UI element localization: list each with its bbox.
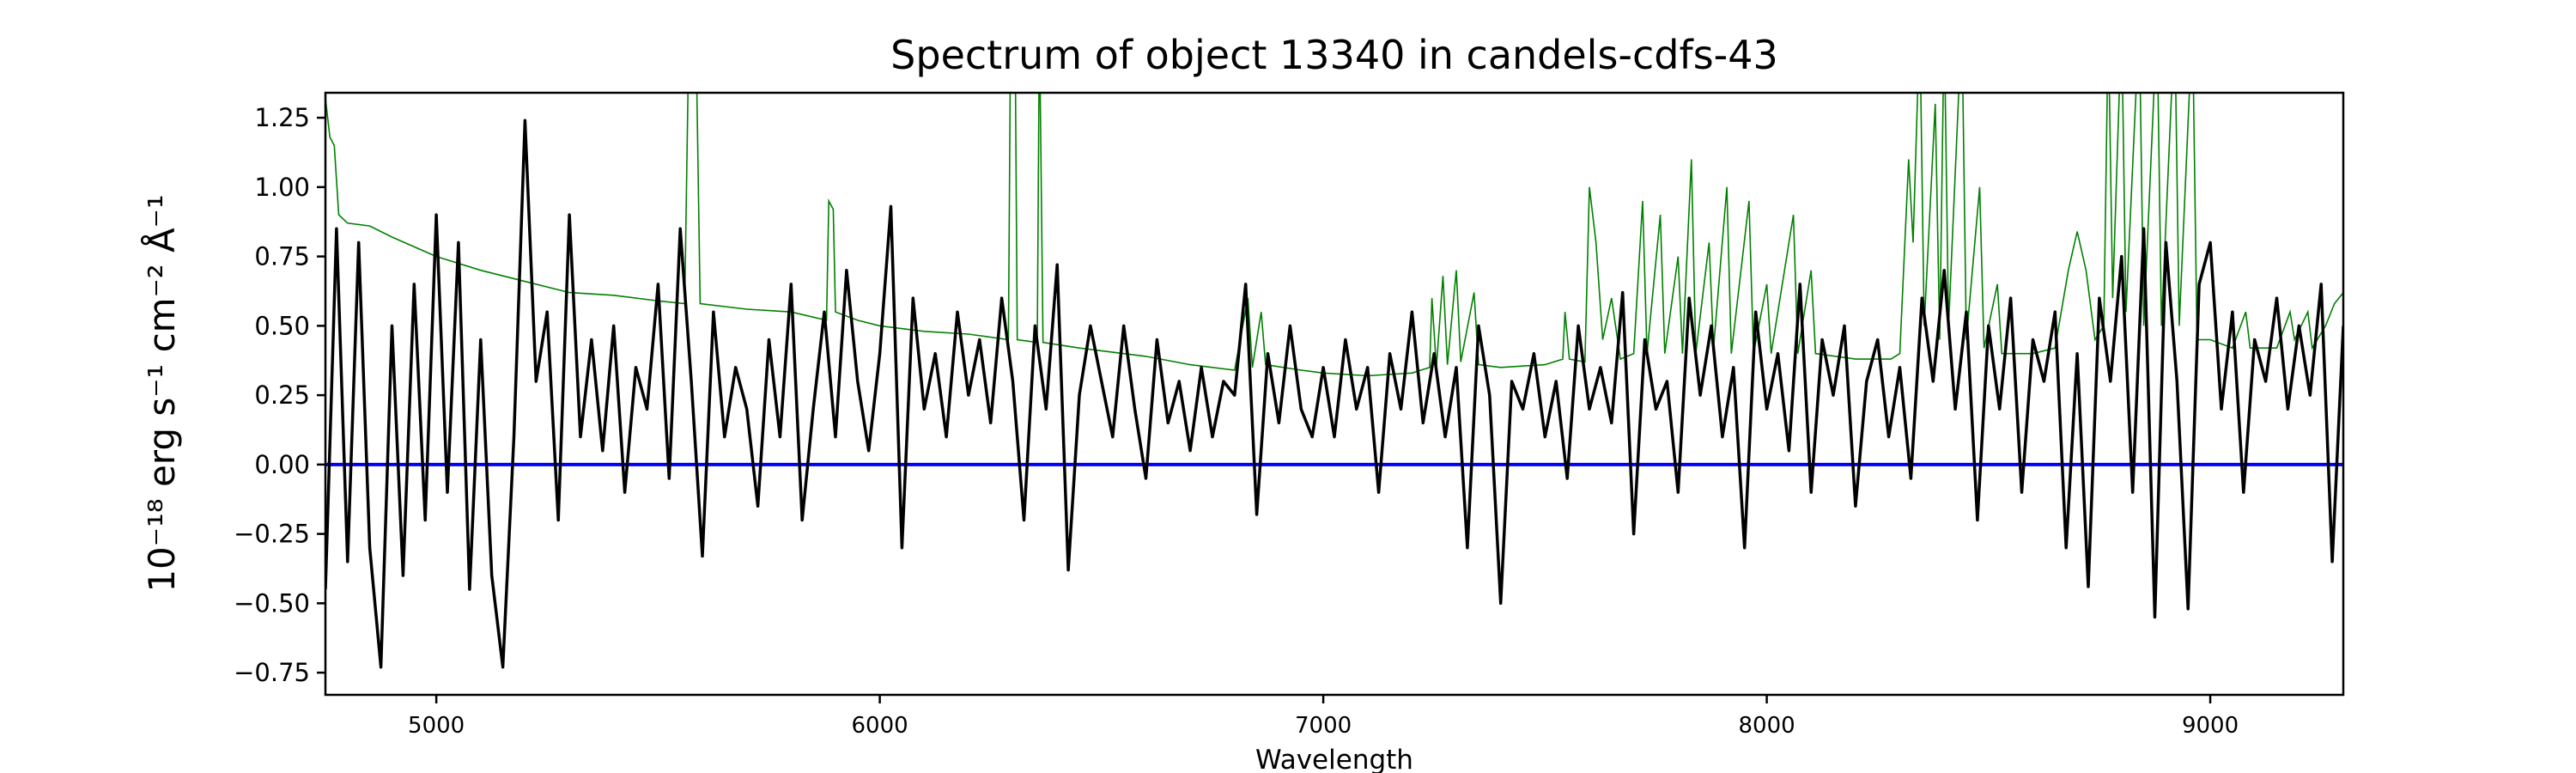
x-axis: 5000 6000 7000 8000 9000 [408, 695, 2239, 739]
y-tick-label: 1.25 [254, 103, 310, 132]
y-axis: −0.75 −0.50 −0.25 0.00 0.25 0.50 0.75 1.00 1.25 [234, 103, 325, 687]
x-tick-label: 5000 [408, 713, 465, 739]
y-tick-label: 0.25 [254, 380, 310, 410]
x-tick-label: 7000 [1295, 713, 1352, 739]
y-tick-label: −0.25 [234, 520, 310, 549]
y-tick-label: 0.00 [254, 450, 310, 479]
chart-title: Spectrum of object 13340 in candels-cdfs… [890, 32, 1778, 78]
x-tick-label: 9000 [2182, 713, 2239, 739]
plot-frame [324, 91, 2345, 697]
flux-spectrum-line [325, 119, 2343, 669]
y-tick-label: −0.50 [234, 588, 310, 618]
y-axis-label: 10⁻¹⁸ erg s⁻¹ cm⁻² Å⁻¹ [140, 194, 183, 592]
x-axis-label: Wavelength [1255, 745, 1413, 773]
y-tick-label: −0.75 [234, 658, 310, 687]
x-tick-label: 8000 [1738, 713, 1795, 739]
plot-area [325, 93, 2343, 669]
y-tick-label: 0.75 [254, 242, 310, 271]
x-tick-label: 6000 [852, 713, 908, 739]
y-tick-label: 0.50 [254, 311, 310, 340]
y-tick-label: 1.00 [254, 173, 310, 202]
